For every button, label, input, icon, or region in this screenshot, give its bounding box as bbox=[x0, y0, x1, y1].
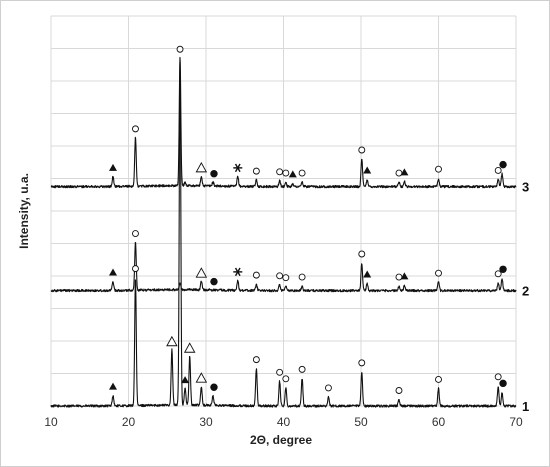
marker-layer bbox=[109, 45, 507, 394]
marker-s3-0-filled-triangle bbox=[109, 163, 117, 171]
marker-s1-14-open-circle bbox=[435, 376, 442, 383]
marker-s3-5-asterisk-stroke-2 bbox=[234, 163, 241, 173]
curve-label-2: 2 bbox=[522, 284, 529, 299]
tick-layer: 10 20 30 40 50 60 70 bbox=[44, 415, 523, 429]
x-tick-label-1: 20 bbox=[122, 415, 136, 429]
curve-label-3: 3 bbox=[522, 180, 529, 195]
marker-s3-7-open-circle bbox=[276, 168, 284, 176]
marker-s2-6-open-circle bbox=[276, 272, 284, 280]
marker-s2-0-filled-triangle bbox=[109, 268, 117, 276]
marker-s3-16-open-circle bbox=[494, 167, 502, 174]
marker-s3-1-open-circle bbox=[132, 125, 139, 133]
marker-s1-5-open-triangle bbox=[195, 372, 208, 383]
marker-s2-4-asterisk bbox=[233, 267, 243, 277]
marker-s1-8-open-circle bbox=[276, 368, 284, 376]
marker-s3-17-filled-circle bbox=[499, 160, 507, 169]
trace-layer bbox=[50, 56, 517, 408]
marker-s3-6-open-circle bbox=[252, 167, 260, 175]
marker-s1-2-open-triangle bbox=[166, 335, 178, 347]
marker-s2-14-open-circle bbox=[494, 270, 502, 278]
marker-s1-10-open-circle bbox=[298, 365, 306, 373]
marker-s1-7-open-circle bbox=[252, 356, 260, 364]
marker-s2-12-filled-triangle bbox=[400, 272, 409, 280]
marker-s2-13-open-circle bbox=[435, 269, 442, 277]
marker-s3-15-open-circle bbox=[435, 165, 442, 173]
marker-s1-13-open-circle bbox=[395, 387, 403, 394]
marker-s3-12-filled-triangle bbox=[363, 166, 372, 174]
marker-s2-10-filled-triangle bbox=[363, 270, 372, 278]
marker-s3-9-filled-triangle bbox=[288, 170, 297, 178]
marker-s3-3-open-triangle bbox=[195, 161, 208, 173]
marker-s1-9-open-circle bbox=[282, 375, 290, 383]
marker-s3-5-asterisk bbox=[233, 163, 243, 173]
x-tick-label-0: 10 bbox=[44, 415, 58, 429]
marker-s2-8-open-circle bbox=[298, 273, 306, 281]
marker-s1-15-open-circle bbox=[494, 373, 502, 381]
x-tick-label-4: 50 bbox=[354, 415, 368, 429]
trace-series-1 bbox=[50, 62, 517, 408]
x-tick-label-6: 70 bbox=[509, 415, 523, 429]
marker-s3-4-filled-circle bbox=[210, 170, 218, 178]
x-tick-label-3: 40 bbox=[277, 415, 291, 429]
trace-series-3 bbox=[50, 56, 517, 189]
x-tick-label-5: 60 bbox=[432, 415, 446, 429]
marker-s2-1-open-circle bbox=[132, 230, 139, 237]
marker-s2-7-open-circle bbox=[282, 274, 290, 282]
marker-s2-4-asterisk-stroke-2 bbox=[234, 267, 241, 277]
y-axis-title: Intensity, u.a. bbox=[17, 173, 31, 249]
x-tick-label-2: 30 bbox=[199, 415, 213, 429]
marker-s1-6-filled-circle bbox=[210, 383, 218, 391]
grid-layer bbox=[50, 15, 517, 407]
curve-label-1: 1 bbox=[522, 399, 529, 414]
marker-s3-2-open-circle bbox=[176, 45, 184, 53]
marker-s1-12-open-circle bbox=[358, 359, 366, 367]
marker-s3-14-filled-triangle bbox=[400, 168, 409, 176]
marker-s1-3-filled-triangle bbox=[181, 376, 190, 384]
marker-s3-8-open-circle bbox=[282, 169, 290, 177]
marker-s2-9-open-circle bbox=[358, 250, 366, 258]
marker-s1-11-open-circle bbox=[325, 384, 332, 392]
curve-label-layer: 1 2 3 bbox=[522, 180, 529, 414]
trace-series-2 bbox=[50, 241, 517, 293]
marker-s1-4-open-triangle bbox=[183, 342, 196, 353]
marker-s2-2-open-triangle bbox=[195, 267, 208, 278]
x-axis-title: 2Θ, degree bbox=[250, 433, 312, 447]
marker-s2-5-open-circle bbox=[252, 271, 260, 279]
marker-s1-0-filled-triangle bbox=[109, 382, 117, 390]
marker-s2-3-filled-circle bbox=[210, 277, 218, 286]
marker-s3-11-open-circle bbox=[358, 146, 366, 154]
marker-s2-15-filled-circle bbox=[499, 265, 507, 273]
marker-s3-10-open-circle bbox=[298, 169, 306, 177]
marker-s1-16-filled-circle bbox=[499, 379, 507, 388]
marker-s1-1-open-circle bbox=[132, 265, 139, 273]
